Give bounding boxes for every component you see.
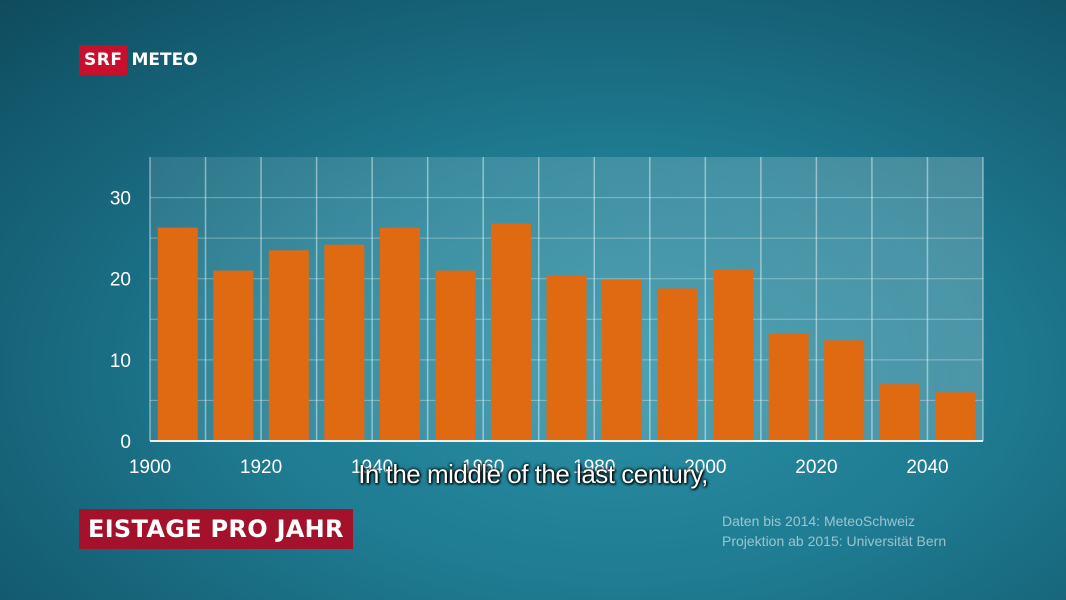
x-tick-label: 1920: [240, 457, 282, 478]
bar: [935, 392, 976, 441]
bar: [768, 333, 809, 441]
bar: [879, 384, 920, 441]
credit-line-data: Daten bis 2014: MeteoSchweiz: [722, 513, 915, 529]
meteo-logo-text: METEO: [131, 50, 198, 70]
video-subtitle: In the middle of the last century,: [358, 459, 708, 489]
bar: [213, 270, 254, 441]
bar: [324, 244, 365, 441]
bar: [435, 270, 476, 441]
bar: [546, 275, 587, 441]
srf-meteo-logo: SRF METEO: [79, 45, 198, 75]
bar: [824, 340, 865, 441]
x-tick-label: 1900: [129, 457, 171, 478]
credit-line-projection: Projektion ab 2015: Universität Bern: [722, 533, 947, 549]
bar: [602, 279, 643, 441]
x-tick-label: 2040: [906, 457, 948, 478]
data-credits: Daten bis 2014: MeteoSchweiz Projektion …: [722, 511, 946, 551]
bar: [713, 269, 754, 441]
x-tick-labels: 1900 1920 1940 1960 1980 2000 2020 2040: [129, 457, 949, 478]
srf-logo-text: SRF: [79, 45, 128, 75]
bar: [379, 227, 420, 441]
x-tick-label: 2000: [684, 457, 726, 478]
y-tick-label: 20: [110, 270, 131, 291]
bar: [157, 227, 198, 441]
y-tick-label: 0: [120, 432, 131, 453]
bar: [657, 288, 698, 441]
bars: [157, 223, 976, 441]
x-tick-label: 1980: [573, 457, 615, 478]
x-tick-label: 1940: [351, 457, 393, 478]
y-tick-label: 10: [110, 351, 131, 372]
chart-title-badge: EISTAGE PRO JAHR: [79, 509, 353, 549]
bar: [268, 250, 309, 441]
y-tick-labels: 0 10 20 30: [110, 189, 131, 453]
y-tick-label: 30: [110, 189, 131, 210]
x-tick-label: 1960: [462, 457, 504, 478]
bar: [490, 223, 531, 441]
x-tick-label: 2020: [795, 457, 837, 478]
